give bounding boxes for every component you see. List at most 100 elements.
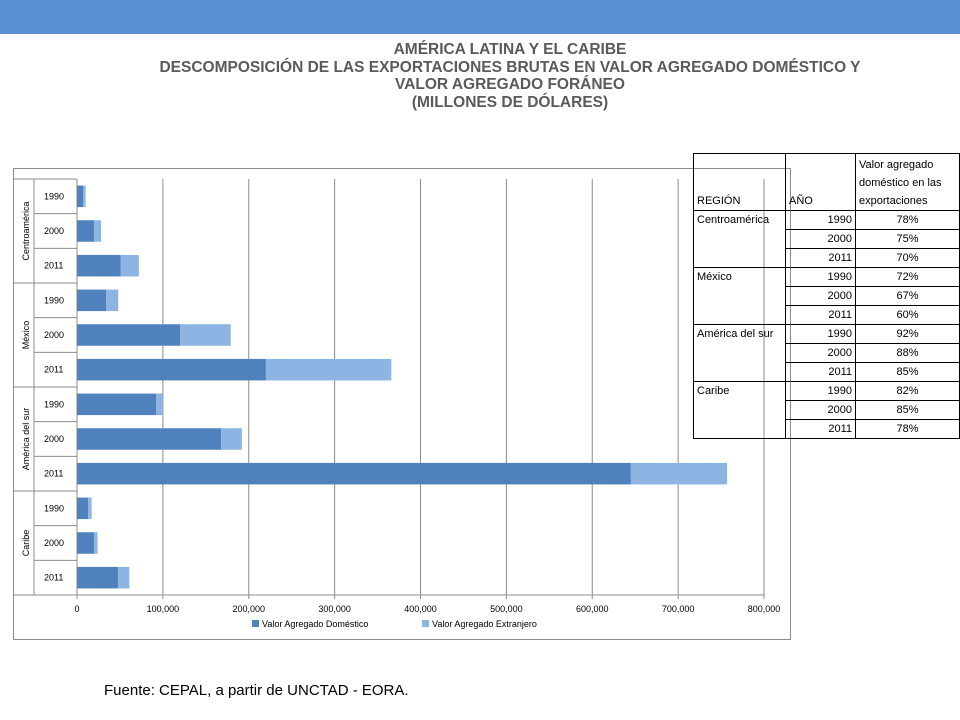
table-row: 2011 70% xyxy=(693,248,960,268)
table-cell-value: 70% xyxy=(855,248,960,268)
bar-foreign xyxy=(88,497,92,520)
table-cell-region xyxy=(693,362,786,382)
legend-swatch xyxy=(252,620,259,627)
table-cell-value: 72% xyxy=(855,267,960,287)
table-cell-value: 85% xyxy=(855,400,960,420)
table-header-row: REGIÓN AÑO Valor agregado doméstico en l… xyxy=(693,153,960,211)
bar-domestic xyxy=(77,289,107,312)
table-row: 2000 85% xyxy=(693,400,960,420)
table-row: 2000 88% xyxy=(693,343,960,363)
table-row: 2000 67% xyxy=(693,286,960,306)
table-cell-region xyxy=(693,400,786,420)
table-cell-region xyxy=(693,343,786,363)
title-line-3: VALOR AGREGADO FORÁNEO xyxy=(395,76,625,93)
bar-foreign xyxy=(265,358,392,381)
table-row: Centroamérica 1990 78% xyxy=(693,210,960,230)
x-tick-label: 800,000 xyxy=(748,604,781,614)
domestic-value-table: REGIÓN AÑO Valor agregado doméstico en l… xyxy=(693,153,960,439)
x-tick-label: 0 xyxy=(74,604,79,614)
x-tick-label: 200,000 xyxy=(232,604,265,614)
year-label: 1990 xyxy=(44,399,64,409)
bar-foreign xyxy=(83,185,86,208)
table-row: México 1990 72% xyxy=(693,267,960,287)
table-cell-year: 1990 xyxy=(785,324,856,344)
group-label: Centroamérica xyxy=(21,201,31,260)
bar-foreign xyxy=(120,254,139,277)
slide-title: AMÉRICA LATINA Y EL CARIBE DESCOMPOSICIÓ… xyxy=(60,41,960,111)
x-tick-label: 600,000 xyxy=(576,604,609,614)
table-cell-value: 60% xyxy=(855,305,960,325)
table-cell-value: 82% xyxy=(855,381,960,401)
bar-domestic xyxy=(77,428,222,450)
header-value: Valor agregado doméstico en las exportac… xyxy=(855,153,960,211)
header-region: REGIÓN xyxy=(693,153,786,211)
bar-foreign xyxy=(630,462,728,485)
table-cell-year: 2000 xyxy=(785,229,856,249)
title-line-4: (MILLONES DE DÓLARES) xyxy=(411,93,609,111)
bar-foreign xyxy=(118,566,130,589)
table-cell-region xyxy=(693,305,786,325)
legend-swatch xyxy=(422,620,429,627)
bar-domestic xyxy=(77,566,119,589)
table-cell-value: 67% xyxy=(855,286,960,306)
table-cell-year: 2000 xyxy=(785,286,856,306)
group-label: México xyxy=(21,321,31,350)
bar-domestic xyxy=(77,324,181,346)
x-tick-label: 100,000 xyxy=(147,604,180,614)
table-cell-region xyxy=(693,229,786,249)
year-label: 2000 xyxy=(44,226,64,236)
year-label: 2011 xyxy=(44,469,63,479)
table-cell-value: 78% xyxy=(855,419,960,439)
year-label: 1990 xyxy=(44,191,64,201)
bar-domestic xyxy=(77,185,84,208)
bar-foreign xyxy=(180,324,231,346)
table-cell-region: América del sur xyxy=(693,324,786,344)
table-cell-value: 78% xyxy=(855,210,960,230)
x-tick-label: 700,000 xyxy=(662,604,695,614)
x-tick-label: 500,000 xyxy=(490,604,523,614)
table-cell-year: 1990 xyxy=(785,210,856,230)
title-line-1: AMÉRICA LATINA Y EL CARIBE xyxy=(393,41,627,58)
bar-foreign xyxy=(94,532,98,554)
title-line-2: DESCOMPOSICIÓN DE LAS EXPORTACIONES BRUT… xyxy=(159,58,861,76)
table-cell-region xyxy=(693,248,786,268)
bar-domestic xyxy=(77,497,89,520)
table-cell-region: Centroamérica xyxy=(693,210,786,230)
table-cell-year: 2011 xyxy=(785,419,856,439)
bar-domestic xyxy=(77,254,121,277)
bar-domestic xyxy=(77,532,95,554)
table-cell-value: 85% xyxy=(855,362,960,382)
year-label: 1990 xyxy=(44,503,64,513)
year-label: 1990 xyxy=(44,295,64,305)
table-row: 2011 85% xyxy=(693,362,960,382)
table-cell-year: 2000 xyxy=(785,343,856,363)
year-label: 2000 xyxy=(44,538,64,548)
table-cell-region: Caribe xyxy=(693,381,786,401)
group-label: Caribe xyxy=(21,530,31,557)
year-label: 2000 xyxy=(44,330,64,340)
group-label: América del sur xyxy=(21,408,31,471)
table-row: 2011 78% xyxy=(693,419,960,439)
legend-label: Valor Agregado Doméstico xyxy=(262,619,368,629)
table-cell-year: 1990 xyxy=(785,267,856,287)
table-cell-value: 75% xyxy=(855,229,960,249)
year-label: 2000 xyxy=(44,434,64,444)
table-row: 2000 75% xyxy=(693,229,960,249)
bar-domestic xyxy=(77,393,157,416)
table-cell-year: 2011 xyxy=(785,362,856,382)
year-label: 2011 xyxy=(44,365,63,375)
table-cell-year: 2011 xyxy=(785,305,856,325)
legend-label: Valor Agregado Extranjero xyxy=(432,619,537,629)
stacked-bar-chart: 0 100,000 200,000 300,000 400,000 500,000 600,… xyxy=(14,178,781,629)
x-tick-label: 400,000 xyxy=(404,604,437,614)
table-cell-region xyxy=(693,286,786,306)
header-year: AÑO xyxy=(785,153,856,211)
table-cell-year: 2000 xyxy=(785,400,856,420)
table-cell-year: 2011 xyxy=(785,248,856,268)
bar-foreign xyxy=(156,393,163,416)
x-tick-label: 300,000 xyxy=(318,604,351,614)
table-cell-value: 92% xyxy=(855,324,960,344)
year-label: 2011 xyxy=(44,573,63,583)
table-row: Caribe 1990 82% xyxy=(693,381,960,401)
bar-domestic xyxy=(77,358,266,381)
